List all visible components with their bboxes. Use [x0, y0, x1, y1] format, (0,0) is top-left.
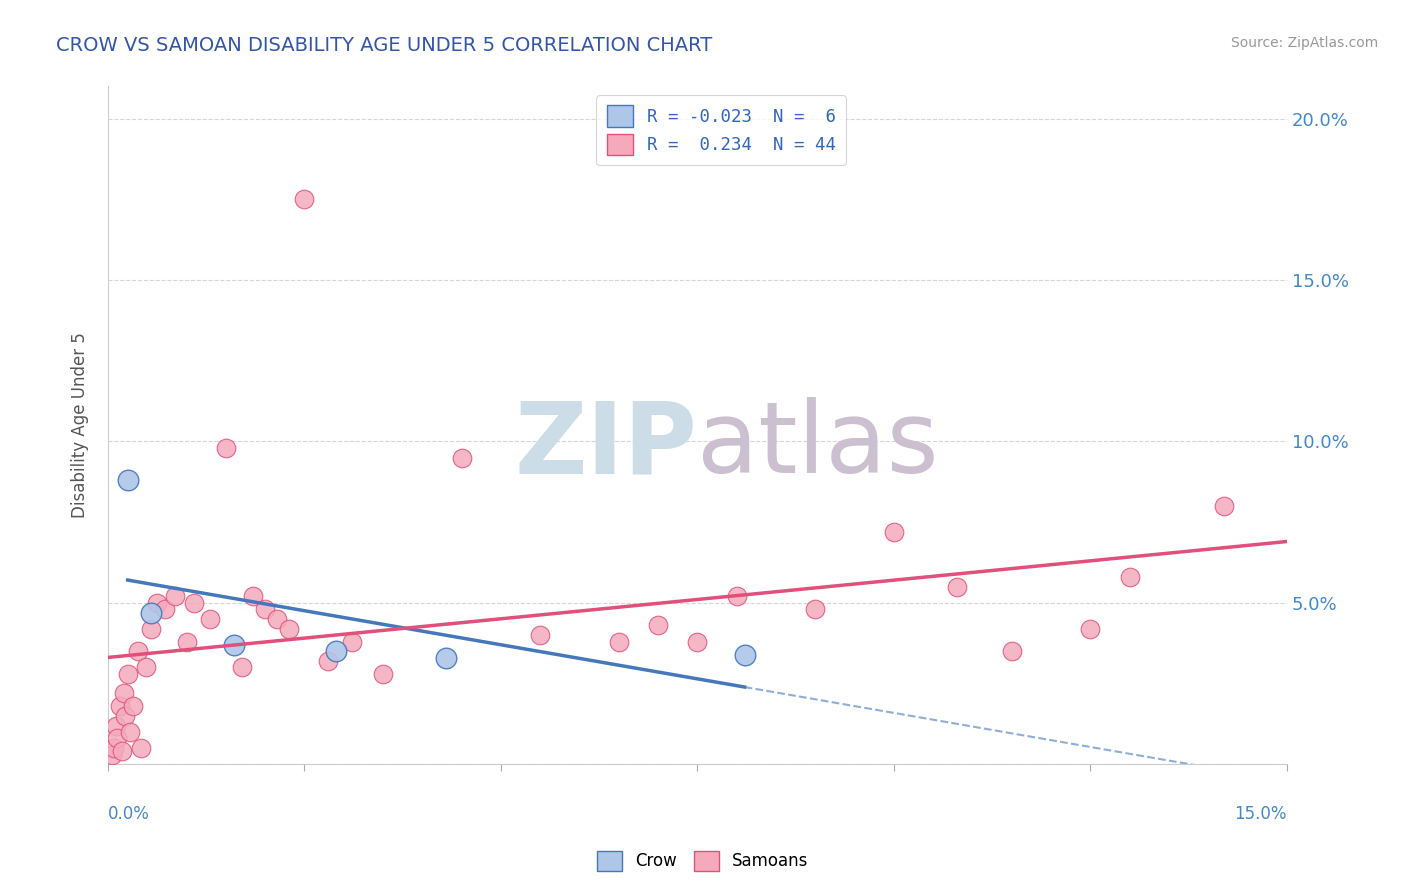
Text: Source: ZipAtlas.com: Source: ZipAtlas.com	[1230, 36, 1378, 50]
Legend: Crow, Samoans: Crow, Samoans	[589, 842, 817, 880]
Point	[101, 747, 124, 762]
Point	[242, 590, 264, 604]
Text: CROW VS SAMOAN DISABILITY AGE UNDER 5 CORRELATION CHART: CROW VS SAMOAN DISABILITY AGE UNDER 5 CO…	[56, 36, 713, 54]
Point	[371, 666, 394, 681]
Point	[104, 718, 127, 732]
Point	[122, 699, 145, 714]
Point	[107, 731, 129, 746]
Point	[254, 602, 277, 616]
Point	[804, 602, 827, 616]
Point	[325, 644, 347, 658]
Point	[127, 644, 149, 658]
Point	[1080, 622, 1102, 636]
Point	[117, 666, 139, 681]
Text: 0.0%: 0.0%	[108, 805, 150, 823]
Point	[734, 648, 756, 662]
Point	[141, 622, 163, 636]
Point	[607, 634, 630, 648]
Point	[340, 634, 363, 648]
Point	[222, 638, 245, 652]
Point	[118, 725, 141, 739]
Point	[450, 450, 472, 465]
Point	[529, 628, 551, 642]
Point	[266, 612, 288, 626]
Point	[117, 473, 139, 487]
Point	[103, 741, 125, 756]
Point	[316, 654, 339, 668]
Point	[946, 580, 969, 594]
Point	[231, 660, 253, 674]
Text: 15.0%: 15.0%	[1234, 805, 1286, 823]
Text: atlas: atlas	[697, 397, 939, 494]
Point	[176, 634, 198, 648]
Y-axis label: Disability Age Under 5: Disability Age Under 5	[72, 333, 89, 518]
Point	[647, 618, 669, 632]
Point	[725, 590, 748, 604]
Point	[434, 650, 457, 665]
Point	[1213, 499, 1236, 513]
Point	[153, 602, 176, 616]
Point	[112, 686, 135, 700]
Point	[114, 709, 136, 723]
Point	[1119, 570, 1142, 584]
Legend: R = -0.023  N =  6, R =  0.234  N = 44: R = -0.023 N = 6, R = 0.234 N = 44	[596, 95, 846, 165]
Point	[277, 622, 299, 636]
Point	[108, 699, 131, 714]
Point	[183, 596, 205, 610]
Point	[1001, 644, 1024, 658]
Point	[215, 441, 238, 455]
Point	[883, 524, 905, 539]
Point	[135, 660, 157, 674]
Point	[129, 741, 152, 756]
Point	[141, 606, 163, 620]
Text: ZIP: ZIP	[515, 397, 697, 494]
Point	[686, 634, 709, 648]
Point	[294, 192, 316, 206]
Point	[145, 596, 167, 610]
Point	[111, 744, 134, 758]
Point	[198, 612, 221, 626]
Point	[163, 590, 186, 604]
